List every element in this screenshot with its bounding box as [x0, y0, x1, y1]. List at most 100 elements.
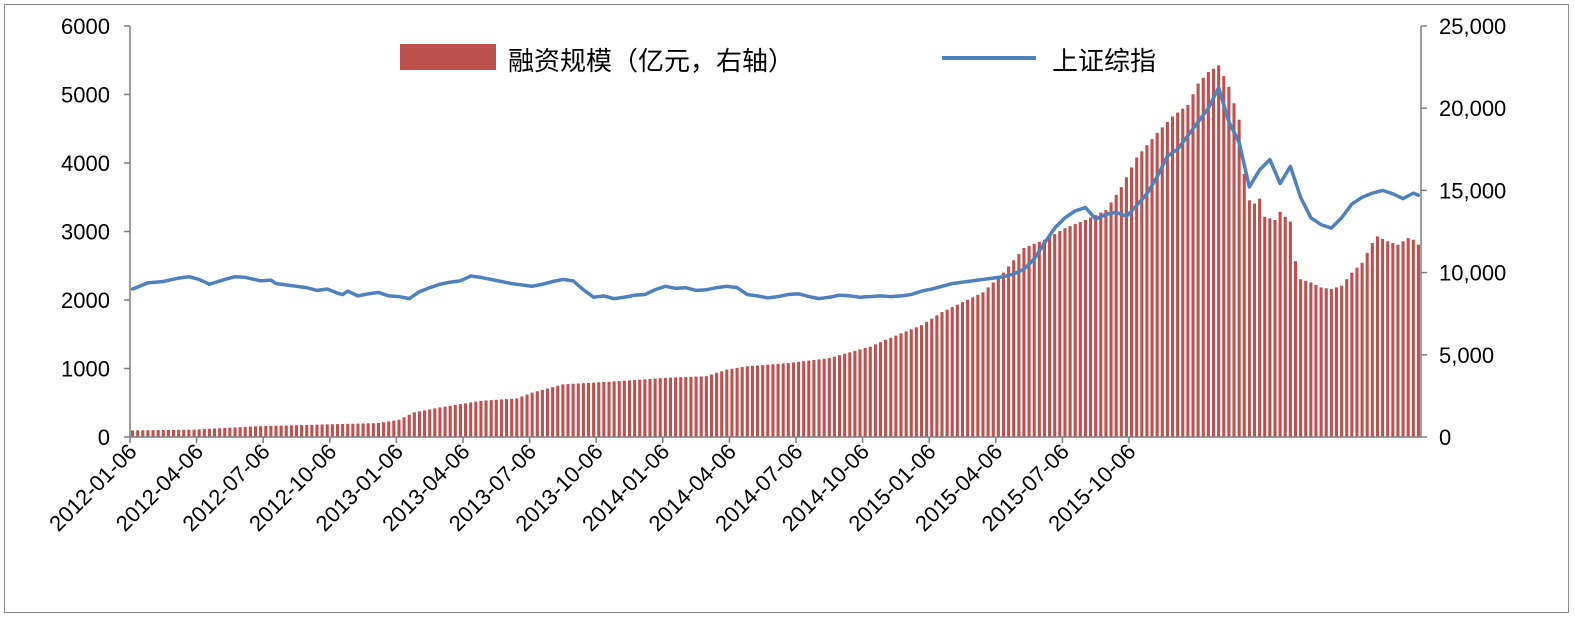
bar — [1370, 243, 1374, 437]
left-axis-tick-label: 4000 — [61, 151, 110, 176]
bar — [1078, 222, 1082, 437]
bar — [510, 398, 514, 437]
bar — [991, 282, 995, 437]
bar — [1406, 238, 1410, 437]
bar — [551, 387, 555, 437]
bar — [930, 318, 934, 437]
bar — [909, 329, 913, 437]
bar — [1206, 72, 1210, 437]
bar — [1048, 236, 1052, 437]
bar — [1258, 198, 1262, 437]
bar — [233, 427, 237, 437]
bar — [561, 384, 565, 437]
bar — [402, 417, 406, 437]
bar — [694, 376, 698, 437]
bar — [448, 405, 452, 437]
bar — [330, 424, 334, 437]
bar-series — [131, 65, 1420, 438]
bar — [935, 315, 939, 437]
bar — [950, 307, 954, 437]
bar — [1411, 239, 1415, 437]
bar — [525, 394, 529, 437]
bar — [1109, 202, 1113, 437]
bar — [1201, 77, 1205, 437]
bar — [489, 400, 493, 437]
bar — [863, 348, 867, 437]
bar — [684, 376, 688, 437]
bar — [699, 376, 703, 437]
bar — [1114, 194, 1118, 437]
bar — [1217, 65, 1221, 438]
bar — [617, 381, 621, 437]
bar — [853, 350, 857, 437]
bar — [305, 424, 309, 437]
bar — [279, 425, 283, 437]
bar — [720, 371, 724, 437]
bar — [1191, 94, 1195, 437]
bar — [248, 426, 252, 437]
right-axis-tick-label: 15,000 — [1439, 178, 1506, 203]
bar — [674, 377, 678, 437]
bar — [643, 379, 647, 437]
bar — [1273, 219, 1277, 437]
bar — [925, 321, 929, 437]
bar — [1381, 238, 1385, 437]
bar — [1186, 104, 1190, 437]
bar — [392, 420, 396, 437]
bar — [494, 399, 498, 437]
bar — [1309, 282, 1313, 437]
bar — [187, 429, 191, 437]
bar — [725, 369, 729, 437]
right-axis-tick-label: 0 — [1439, 425, 1451, 450]
left-axis-tick-label: 1000 — [61, 357, 110, 382]
bar — [832, 356, 836, 437]
bar — [1360, 262, 1364, 437]
bar — [945, 309, 949, 437]
bar — [1130, 167, 1134, 437]
bar — [745, 366, 749, 437]
bar — [878, 342, 883, 437]
bar — [1073, 224, 1077, 437]
bar — [786, 363, 790, 437]
bar — [740, 367, 744, 437]
bar — [1288, 221, 1292, 437]
bar — [730, 368, 734, 437]
bar — [653, 378, 657, 437]
bar — [658, 378, 662, 437]
bar — [1242, 173, 1246, 437]
bar — [499, 399, 503, 437]
bar — [955, 304, 959, 437]
bar — [776, 363, 780, 437]
bar — [679, 377, 683, 437]
bar — [1027, 245, 1031, 437]
bar — [771, 364, 775, 437]
bar — [269, 425, 273, 437]
bar — [238, 427, 242, 437]
bar — [218, 428, 222, 437]
bar — [146, 430, 150, 437]
bar — [797, 361, 801, 437]
bar — [243, 426, 247, 437]
bar — [1150, 139, 1154, 437]
bar — [417, 411, 421, 437]
bar — [781, 363, 785, 437]
bar — [351, 423, 355, 437]
bar — [1391, 243, 1395, 437]
bar — [612, 381, 616, 437]
bar — [1252, 203, 1257, 437]
legend-bar-swatch — [400, 44, 496, 70]
bar — [1196, 83, 1200, 437]
bar — [894, 335, 898, 437]
bar — [407, 414, 411, 437]
bar — [1350, 272, 1354, 437]
bar — [586, 382, 591, 437]
bar — [1283, 216, 1287, 437]
bar — [1022, 247, 1026, 437]
bar — [971, 297, 975, 437]
bar — [443, 406, 447, 437]
bar — [1155, 132, 1159, 438]
left-axis-tick-label: 6000 — [61, 14, 110, 39]
bar — [996, 277, 1000, 437]
bar — [761, 365, 765, 437]
